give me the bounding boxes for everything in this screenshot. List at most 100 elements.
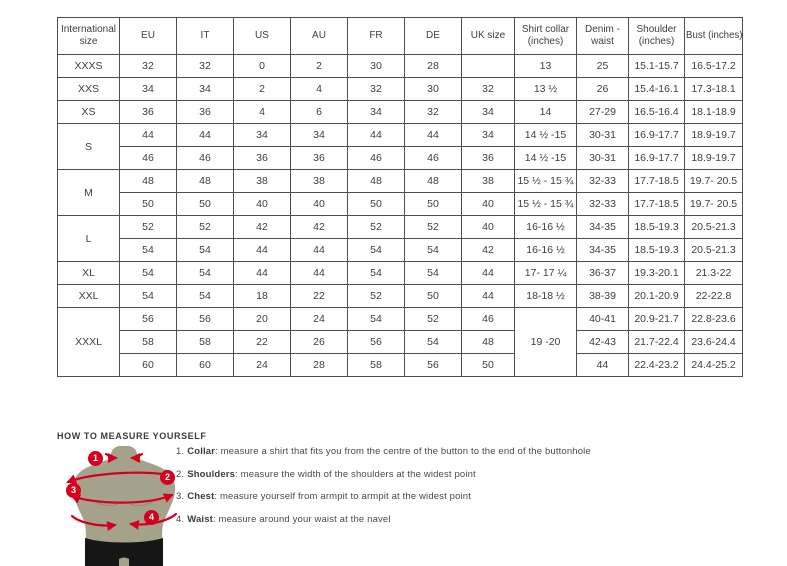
merged-group-cell: XXXL: [57, 307, 120, 377]
table-cell: 52: [176, 215, 234, 239]
table-cell: 44: [233, 261, 291, 285]
table-cell: 2: [290, 54, 348, 78]
table-cell: 4: [233, 100, 291, 124]
table-row: 54 54 44 44 54 54 42 16-16 ½ 34-35 18.5-19.3 20.5-…: [58, 238, 743, 262]
table-cell: 14: [514, 100, 577, 124]
table-cell: [461, 54, 515, 78]
column-header: IT: [176, 17, 234, 55]
table-cell: 50: [404, 284, 462, 308]
table-cell: 52: [119, 215, 177, 239]
table-cell: XL: [57, 261, 120, 285]
column-header: AU: [290, 17, 348, 55]
column-header: Denim - waist: [576, 17, 629, 55]
table-cell: 14 ½ -15: [514, 146, 577, 170]
table-cell: 36: [119, 100, 177, 124]
table-row: XXS 34 34 2 4 32 30 32 13 ½ 26 15.4-16.1 17.3-18.1: [57, 77, 743, 101]
table-cell: 46: [461, 307, 515, 331]
table-row: 50 50 40 40 50 50 40 15 ½ - 15 ¾ 32-33 17.7-18.5 1…: [58, 192, 743, 216]
step-text: : measure yourself from armpit to armpit…: [214, 491, 472, 503]
table-cell: 34: [290, 123, 348, 147]
table-row: 58 58 22 26 56 54 48 42-43 21.7-22.4 23.6-24.4: [58, 330, 743, 354]
table-cell: 44: [576, 353, 629, 377]
table-cell: 15 ½ - 15 ¾: [514, 192, 577, 216]
table-cell: 26: [576, 77, 629, 101]
table-cell: 44: [233, 238, 291, 262]
table-cell: 54: [404, 261, 462, 285]
table-cell: 13 ½: [514, 77, 577, 101]
table-cell: 54: [176, 238, 234, 262]
table-cell: 42: [461, 238, 515, 262]
table-cell: 22: [233, 330, 291, 354]
column-header: Bust (inches): [684, 17, 743, 55]
table-cell: 13: [514, 54, 577, 78]
table-cell: 24.4-25.2: [684, 353, 743, 377]
table-cell: 54: [119, 238, 177, 262]
table-cell: 50: [119, 192, 177, 216]
table-cell: 38-39: [576, 284, 629, 308]
table-row: XL 54 54 44 44 54 54 44 17- 17 ¼ 36-37 19.3-20.1 21…: [57, 261, 743, 285]
table-cell: 52: [347, 215, 405, 239]
table-cell: 27-29: [576, 100, 629, 124]
table-cell: 17.3-18.1: [684, 77, 743, 101]
table-cell: 44: [290, 261, 348, 285]
table-cell: 52: [404, 215, 462, 239]
table-cell: 32-33: [576, 192, 629, 216]
table-cell: 54: [347, 261, 405, 285]
step-label: Shoulders: [187, 468, 236, 480]
table-cell: 23.6-24.4: [684, 330, 743, 354]
table-cell: 42-43: [576, 330, 629, 354]
table-cell: 48: [347, 169, 405, 193]
collar-measure-arrow-left: [104, 452, 118, 463]
table-cell: XXL: [57, 284, 120, 308]
mannequin-figure: 1 2 3 4: [60, 444, 192, 566]
table-cell: 44: [119, 123, 177, 147]
table-cell: 60: [119, 353, 177, 377]
table-row: M 48 48 38 38 48 48 38 15 ½ - 15 ¾ 32-33 17.7-18.5…: [57, 169, 743, 216]
table-cell: 32-33: [576, 169, 629, 193]
table-cell: 60: [176, 353, 234, 377]
table-cell: 42: [233, 215, 291, 239]
table-cell: 46: [176, 146, 234, 170]
table-cell: 28: [290, 353, 348, 377]
step-text: : measure the width of the shoulders at …: [235, 468, 476, 480]
table-cell: 54: [119, 261, 177, 285]
table-cell: 6: [290, 100, 348, 124]
table-cell: 18.5-19.3: [628, 238, 685, 262]
table-row: XS 36 36 4 6 34 32 34 14 27-29 16.5-16.4 18.1-18.9: [57, 100, 743, 124]
table-body: XXXS 32 32 0 2 30 28 13 25 15.1-15.7 16.5-17.2 XXS 3…: [57, 54, 743, 377]
table-cell: 0: [233, 54, 291, 78]
table-cell: 34: [119, 77, 177, 101]
table-cell: 4: [290, 77, 348, 101]
table-cell: 19.7- 20.5: [684, 192, 743, 216]
table-cell: 34: [461, 123, 515, 147]
table-cell: 58: [176, 330, 234, 354]
table-cell: XS: [57, 100, 120, 124]
merged-group-cell: M: [57, 169, 120, 216]
how-to-measure-title: HOW TO MEASURE YOURSELF: [57, 431, 207, 441]
mannequin-shorts: [85, 538, 163, 566]
table-cell: 20.5-21.3: [684, 238, 743, 262]
figure-marker-1: 1: [88, 451, 103, 466]
table-cell: 20.5-21.3: [684, 215, 743, 239]
table-cell: 36-37: [576, 261, 629, 285]
merged-group-cell: 19 -20: [514, 307, 577, 377]
measure-step-waist: 4. Waist: measure around your waist at th…: [176, 514, 756, 525]
table-cell: 24: [233, 353, 291, 377]
table-cell: 42: [290, 215, 348, 239]
table-cell: 32: [404, 100, 462, 124]
table-row: S 44 44 34 34 44 44 34 14 ½ -15 30-31 16.9-17.7 18.…: [57, 123, 743, 170]
table-cell: 54: [404, 238, 462, 262]
table-cell: 38: [290, 169, 348, 193]
table-cell: 19.7- 20.5: [684, 169, 743, 193]
step-label: Chest: [187, 491, 215, 503]
merged-group-cell: S: [57, 123, 120, 170]
table-cell: 40: [233, 192, 291, 216]
table-cell: XXS: [57, 77, 120, 101]
table-cell: 16-16 ½: [514, 238, 577, 262]
table-cell: 15.4-16.1: [628, 77, 685, 101]
table-cell: 48: [461, 330, 515, 354]
table-cell: 34: [461, 100, 515, 124]
column-header: DE: [404, 17, 462, 55]
table-cell: 17.7-18.5: [628, 192, 685, 216]
